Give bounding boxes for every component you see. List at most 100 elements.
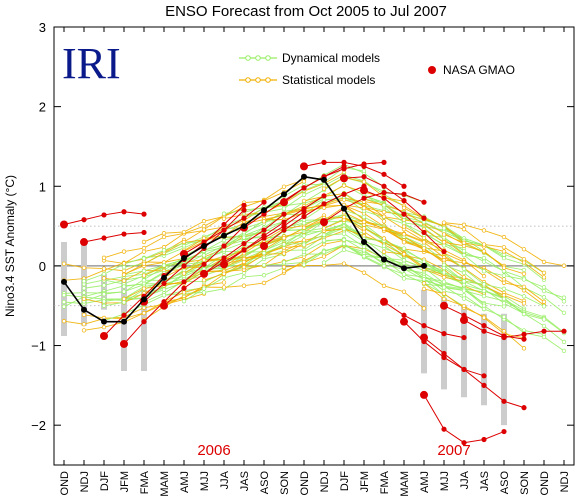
dynamical-model-point-129-1 bbox=[441, 285, 447, 290]
nasa-forecast-point-12-2 bbox=[341, 159, 347, 165]
statistical-model-point-67-0 bbox=[241, 259, 247, 265]
statistical-model-line-62 bbox=[223, 215, 325, 268]
observed-point-17 bbox=[401, 265, 407, 272]
dynamical-model-point-99-1 bbox=[361, 214, 367, 220]
dynamical-model-point-80-0 bbox=[281, 260, 287, 265]
dynamical-model-point-84-0 bbox=[301, 249, 307, 255]
statistical-model-point-118-0 bbox=[381, 249, 387, 254]
dynamical-model-point-129-2 bbox=[461, 288, 467, 293]
statistical-model-line-83 bbox=[283, 244, 385, 272]
legend-nasa: NASA GMAO bbox=[428, 63, 515, 77]
statistical-model-point-27-1 bbox=[141, 261, 147, 267]
dynamical-model-point-7-2 bbox=[121, 289, 127, 294]
plot-frame bbox=[53, 26, 575, 466]
nasa-forecast-point-5-3 bbox=[221, 255, 227, 261]
statistical-model-point-47-0 bbox=[181, 271, 187, 276]
statistical-model-point-131-3 bbox=[481, 249, 487, 254]
legend-dynamical-label: Dynamical models bbox=[282, 51, 380, 65]
statistical-model-point-132-2 bbox=[461, 303, 467, 309]
statistical-model-point-137-0 bbox=[441, 232, 447, 237]
dynamical-model-point-128-4 bbox=[501, 273, 507, 278]
statistical-model-point-124-1 bbox=[421, 246, 427, 251]
dynamical-model-point-129-0 bbox=[421, 277, 427, 282]
statistical-model-point-123-6 bbox=[521, 284, 527, 290]
dynamical-model-point-3-0 bbox=[61, 292, 67, 298]
nasa-forecast-point-10-0 bbox=[260, 242, 268, 250]
statistical-model-point-82-3 bbox=[341, 261, 347, 266]
statistical-model-point-132-0 bbox=[421, 281, 427, 286]
dynamical-model-point-128-7 bbox=[561, 299, 567, 304]
dynamical-model-point-14-5 bbox=[201, 253, 207, 258]
nasa-forecast-point-5-5 bbox=[261, 227, 267, 233]
statistical-model-point-46-1 bbox=[201, 227, 207, 232]
dynamical-model-point-127-4 bbox=[501, 268, 507, 274]
dynamical-model-point-24-0 bbox=[121, 265, 127, 270]
x-tick-label-mjj-7: MJJ bbox=[199, 471, 211, 491]
dynamical-model-point-112-0 bbox=[381, 243, 387, 248]
dynamical-model-point-126-6 bbox=[541, 334, 547, 340]
statistical-model-point-39-4 bbox=[241, 283, 247, 288]
nasa-forecast-point-11-3 bbox=[341, 166, 347, 172]
statistical-model-point-139-2 bbox=[481, 228, 487, 233]
x-tick-label-jfm-3: JFM bbox=[119, 471, 131, 492]
dynamical-model-point-94-4 bbox=[401, 276, 407, 281]
statistical-model-point-88-1 bbox=[321, 205, 327, 210]
dynamical-model-point-8-1 bbox=[101, 283, 107, 288]
statistical-model-point-131-4 bbox=[501, 265, 507, 270]
dynamical-model-point-128-3 bbox=[481, 269, 487, 274]
nasa-forecast-point-0-3 bbox=[121, 209, 127, 215]
statistical-model-point-26-1 bbox=[141, 286, 147, 291]
nasa-forecast-point-2-6 bbox=[221, 221, 227, 228]
x-tick-label-ond-24: OND bbox=[539, 471, 551, 496]
legend-dynamical: Dynamical models bbox=[239, 51, 380, 65]
statistical-model-line-104 bbox=[343, 211, 485, 277]
nasa-forecast-line-12 bbox=[303, 161, 405, 187]
dynamical-model-point-71-0 bbox=[261, 262, 267, 268]
observed-point-7 bbox=[201, 243, 207, 249]
dynamical-model-point-85-0 bbox=[301, 262, 307, 267]
statistical-model-line-60 bbox=[223, 235, 325, 268]
nasa-forecast-point-2-1 bbox=[121, 312, 127, 318]
dynamical-model-point-134-6 bbox=[561, 339, 567, 345]
nasa-forecast-point-10-1 bbox=[281, 227, 287, 233]
statistical-model-point-139-3 bbox=[501, 234, 507, 240]
x-tick-label-ndj-1: NDJ bbox=[79, 471, 91, 492]
dynamical-model-point-129-3 bbox=[481, 293, 487, 299]
observed-point-4 bbox=[141, 296, 147, 303]
nasa-forecast-point-17-0 bbox=[400, 317, 408, 326]
nasa-forecast-point-19-5 bbox=[521, 405, 527, 411]
x-tick-label-jas-9: JAS bbox=[239, 471, 251, 491]
statistical-model-point-55-0 bbox=[201, 278, 207, 283]
nasa-forecast-point-4-5 bbox=[241, 207, 247, 213]
legend-nasa-marker bbox=[428, 66, 436, 74]
dynamical-model-point-38-0 bbox=[161, 293, 167, 298]
nasa-forecast-point-16-1 bbox=[401, 312, 407, 318]
x-tick-label-jas-21: JAS bbox=[479, 471, 491, 491]
observed-point-15 bbox=[361, 239, 367, 246]
dynamical-model-point-119-7 bbox=[541, 295, 547, 300]
statistical-model-point-139-1 bbox=[461, 222, 467, 227]
statistical-model-point-123-7 bbox=[541, 299, 547, 304]
nasa-forecast-point-16-0 bbox=[380, 297, 388, 306]
dynamical-model-point-84-3 bbox=[361, 248, 367, 253]
dynamical-model-point-93-0 bbox=[321, 232, 327, 237]
statistical-model-point-139-6 bbox=[561, 263, 567, 268]
dynamical-model-point-133-3 bbox=[501, 286, 507, 291]
x-tick-label-ndj-25: NDJ bbox=[559, 471, 571, 492]
statistical-model-point-89-0 bbox=[301, 198, 307, 204]
observed-series bbox=[61, 173, 427, 325]
dynamical-model-point-10-0 bbox=[81, 279, 87, 284]
observed-point-6 bbox=[181, 254, 187, 261]
nasa-forecast-point-18-0 bbox=[420, 390, 428, 399]
observed-point-0 bbox=[61, 278, 67, 285]
nasa-forecast-point-18-4 bbox=[501, 428, 507, 435]
statistical-model-line-48 bbox=[183, 212, 285, 252]
dynamical-model-point-133-4 bbox=[521, 294, 527, 299]
nasa-forecast-point-11-0 bbox=[280, 198, 288, 207]
legend: Dynamical models Statistical models NASA… bbox=[239, 51, 515, 87]
nasa-forecast-line-8 bbox=[223, 195, 325, 265]
statistical-model-point-124-0 bbox=[401, 240, 407, 245]
statistical-model-point-20-1 bbox=[121, 278, 127, 283]
statistical-model-line-131 bbox=[423, 229, 525, 275]
nasa-forecast-point-13-0 bbox=[320, 218, 328, 227]
